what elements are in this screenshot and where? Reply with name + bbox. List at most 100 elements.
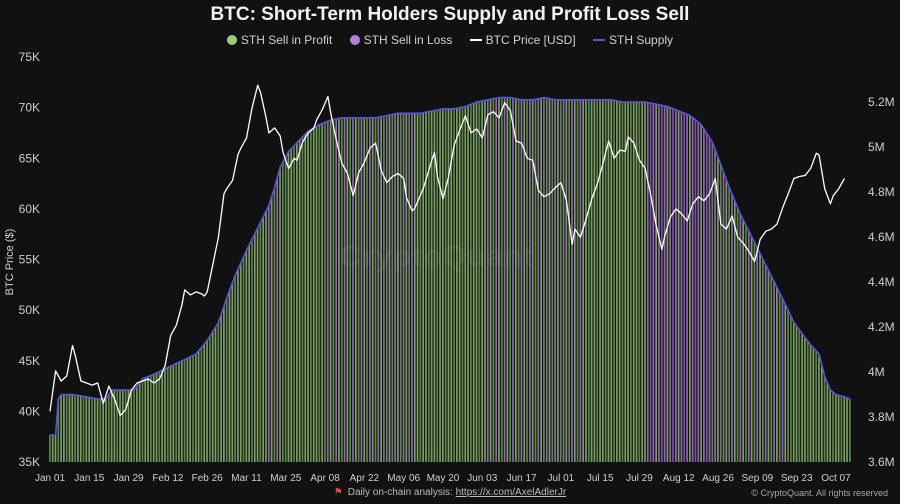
y2-tick-label: 3.6M xyxy=(868,455,895,469)
supply-bar xyxy=(133,390,135,462)
supply-bar xyxy=(427,111,430,462)
legend-item-sth-supply[interactable]: STH Supply xyxy=(593,33,673,47)
supply-bar xyxy=(447,108,450,462)
supply-bar xyxy=(394,113,396,462)
supply-bar xyxy=(74,394,76,462)
supply-bar xyxy=(293,145,295,462)
supply-bar xyxy=(613,100,615,462)
supply-bar xyxy=(607,99,610,462)
supply-bar xyxy=(680,112,683,462)
x-tick-label: May 06 xyxy=(387,473,420,484)
supply-bar xyxy=(79,395,82,462)
supply-bar xyxy=(618,101,621,462)
supply-bar xyxy=(509,97,512,462)
supply-bar xyxy=(747,231,750,462)
x-tick-label: Jan 29 xyxy=(114,473,144,484)
x-tick-label: Oct 07 xyxy=(821,473,851,484)
supply-bar xyxy=(624,102,627,462)
y2-tick-label: 4.8M xyxy=(868,185,895,199)
supply-bar xyxy=(674,109,677,462)
supply-bar xyxy=(284,156,287,462)
supply-bar xyxy=(837,395,840,462)
x-tick-label: Sep 23 xyxy=(781,473,813,484)
supply-bar xyxy=(416,113,419,462)
supply-bar xyxy=(360,117,363,462)
x-tick-label: Jul 01 xyxy=(548,473,575,484)
supply-bar xyxy=(352,117,354,462)
y2-tick-label: 5.2M xyxy=(868,95,895,109)
supply-bar xyxy=(717,157,719,462)
y2-tick-label: 5M xyxy=(868,140,885,154)
supply-bar xyxy=(818,354,820,462)
supply-bar xyxy=(703,129,705,462)
supply-bar xyxy=(388,114,391,462)
supply-bar xyxy=(276,177,279,463)
supply-bar xyxy=(739,214,742,462)
supply-bar xyxy=(265,211,267,462)
supply-bar xyxy=(464,106,467,462)
supply-bar xyxy=(484,100,486,462)
supply-bar xyxy=(759,253,761,462)
supply-bar xyxy=(124,390,127,462)
supply-bar xyxy=(366,117,368,462)
supply-bar xyxy=(537,98,540,462)
supply-bar xyxy=(548,98,551,462)
supply-bar xyxy=(315,126,318,462)
supply-bar xyxy=(694,120,697,462)
supply-bar xyxy=(551,99,554,462)
supply-bar xyxy=(478,101,481,462)
y-tick-label: 75K xyxy=(19,50,40,64)
supply-bar xyxy=(781,298,784,463)
supply-bar xyxy=(638,102,641,462)
supply-bar xyxy=(585,99,587,462)
supply-bar xyxy=(96,399,99,462)
supply-bar xyxy=(430,111,433,462)
supply-bar xyxy=(644,102,646,462)
footer-link[interactable]: https://x.com/AxelAdlerJr xyxy=(455,487,567,498)
legend-item-btc-price[interactable]: BTC Price [USD] xyxy=(469,33,576,47)
supply-bar xyxy=(242,256,245,462)
supply-bar xyxy=(326,121,329,462)
supply-bar xyxy=(147,376,149,462)
supply-bar xyxy=(318,124,321,462)
supply-bar xyxy=(801,333,803,462)
supply-bar xyxy=(677,111,680,462)
supply-bar xyxy=(71,394,74,462)
supply-bar xyxy=(380,116,382,462)
legend-item-profit[interactable]: STH Sell in Profit xyxy=(226,33,332,47)
supply-bar xyxy=(669,107,672,462)
chart-legend: STH Sell in Profit STH Sell in Loss BTC … xyxy=(0,33,900,47)
supply-bar xyxy=(531,99,534,462)
supply-bar xyxy=(408,113,410,462)
supply-bar xyxy=(354,117,357,462)
supply-bar xyxy=(512,98,514,462)
supply-bar xyxy=(405,113,408,462)
supply-bar xyxy=(795,326,798,462)
supply-bar xyxy=(178,362,180,462)
supply-bar xyxy=(192,355,194,462)
supply-bar xyxy=(742,220,745,462)
supply-bar xyxy=(823,376,826,462)
legend-label-btc-price: BTC Price [USD] xyxy=(485,33,576,47)
supply-bar xyxy=(820,365,823,462)
supply-bar xyxy=(798,330,801,462)
supply-bar xyxy=(214,327,217,462)
supply-bar xyxy=(731,194,733,462)
supply-bar xyxy=(107,394,110,462)
supply-bar xyxy=(523,99,526,462)
supply-bar xyxy=(790,316,792,462)
supply-bar xyxy=(492,98,495,462)
supply-bar xyxy=(815,351,818,462)
legend-item-loss[interactable]: STH Sell in Loss xyxy=(349,33,452,47)
supply-bar xyxy=(646,102,649,462)
supply-bar xyxy=(503,97,506,462)
supply-bar xyxy=(49,435,51,462)
supply-bar xyxy=(728,187,730,462)
y2-tick-label: 4.4M xyxy=(868,275,895,289)
supply-bar xyxy=(660,105,663,463)
supply-bar xyxy=(750,237,753,462)
supply-bar xyxy=(526,99,528,462)
btc-price-line xyxy=(49,84,845,417)
supply-bar xyxy=(565,99,568,462)
